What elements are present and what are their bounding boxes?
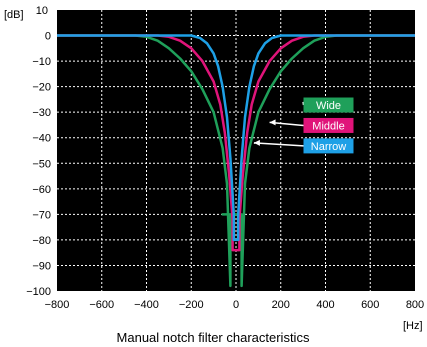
y-tick-label: −100 <box>26 286 51 298</box>
series-line-wide <box>57 34 415 288</box>
y-tick-label: −40 <box>32 133 51 145</box>
x-tick-label: 800 <box>406 299 424 311</box>
x-tick-label: 0 <box>233 299 239 311</box>
x-unit-label: [Hz] <box>403 320 423 332</box>
legend-box-narrow <box>303 138 354 154</box>
y-unit-label: [dB] <box>4 9 24 21</box>
legend-label-middle: Middle <box>312 120 344 132</box>
x-tick-label: −400 <box>134 299 159 311</box>
x-tick-label: 200 <box>272 299 290 311</box>
legend-arrowhead <box>269 119 276 126</box>
legend-box-middle <box>303 117 354 133</box>
x-tick-label: −200 <box>179 299 204 311</box>
y-tick-label: −90 <box>32 260 51 272</box>
x-tick-label: 400 <box>316 299 334 311</box>
x-tick-labels: −800 −600 −400 −200 0 200 400 600 800 <box>45 299 425 311</box>
curves <box>57 34 415 288</box>
y-tick-label: 0 <box>45 31 51 43</box>
series-line-narrow <box>57 34 415 242</box>
series-line-middle <box>57 34 415 252</box>
legend-pointer <box>253 142 304 147</box>
y-tick-labels: 10 0 −10 −20 −30 −40 −50 −60 −70 −80 −90 −100 <box>26 5 51 298</box>
y-tick-label: −60 <box>32 184 51 196</box>
y-tick-label: −50 <box>32 158 51 170</box>
legend: Wide Middle Narrow <box>253 97 354 154</box>
y-tick-label: −80 <box>32 235 51 247</box>
x-tick-label: −800 <box>45 299 70 311</box>
y-tick-label: −30 <box>32 107 51 119</box>
y-tick-label: −20 <box>32 82 51 94</box>
legend-label-narrow: Narrow <box>311 141 347 153</box>
chart-title: Manual notch filter characteristics <box>117 330 310 345</box>
x-tick-label: 600 <box>361 299 379 311</box>
legend-box-wide <box>303 97 354 113</box>
x-tick-label: −600 <box>89 299 114 311</box>
legend-label-wide: Wide <box>316 100 341 112</box>
y-tick-label: −10 <box>32 56 51 68</box>
legend-arrowhead <box>253 139 260 146</box>
y-tick-label: 10 <box>36 5 48 17</box>
y-tick-label: −70 <box>32 209 51 221</box>
